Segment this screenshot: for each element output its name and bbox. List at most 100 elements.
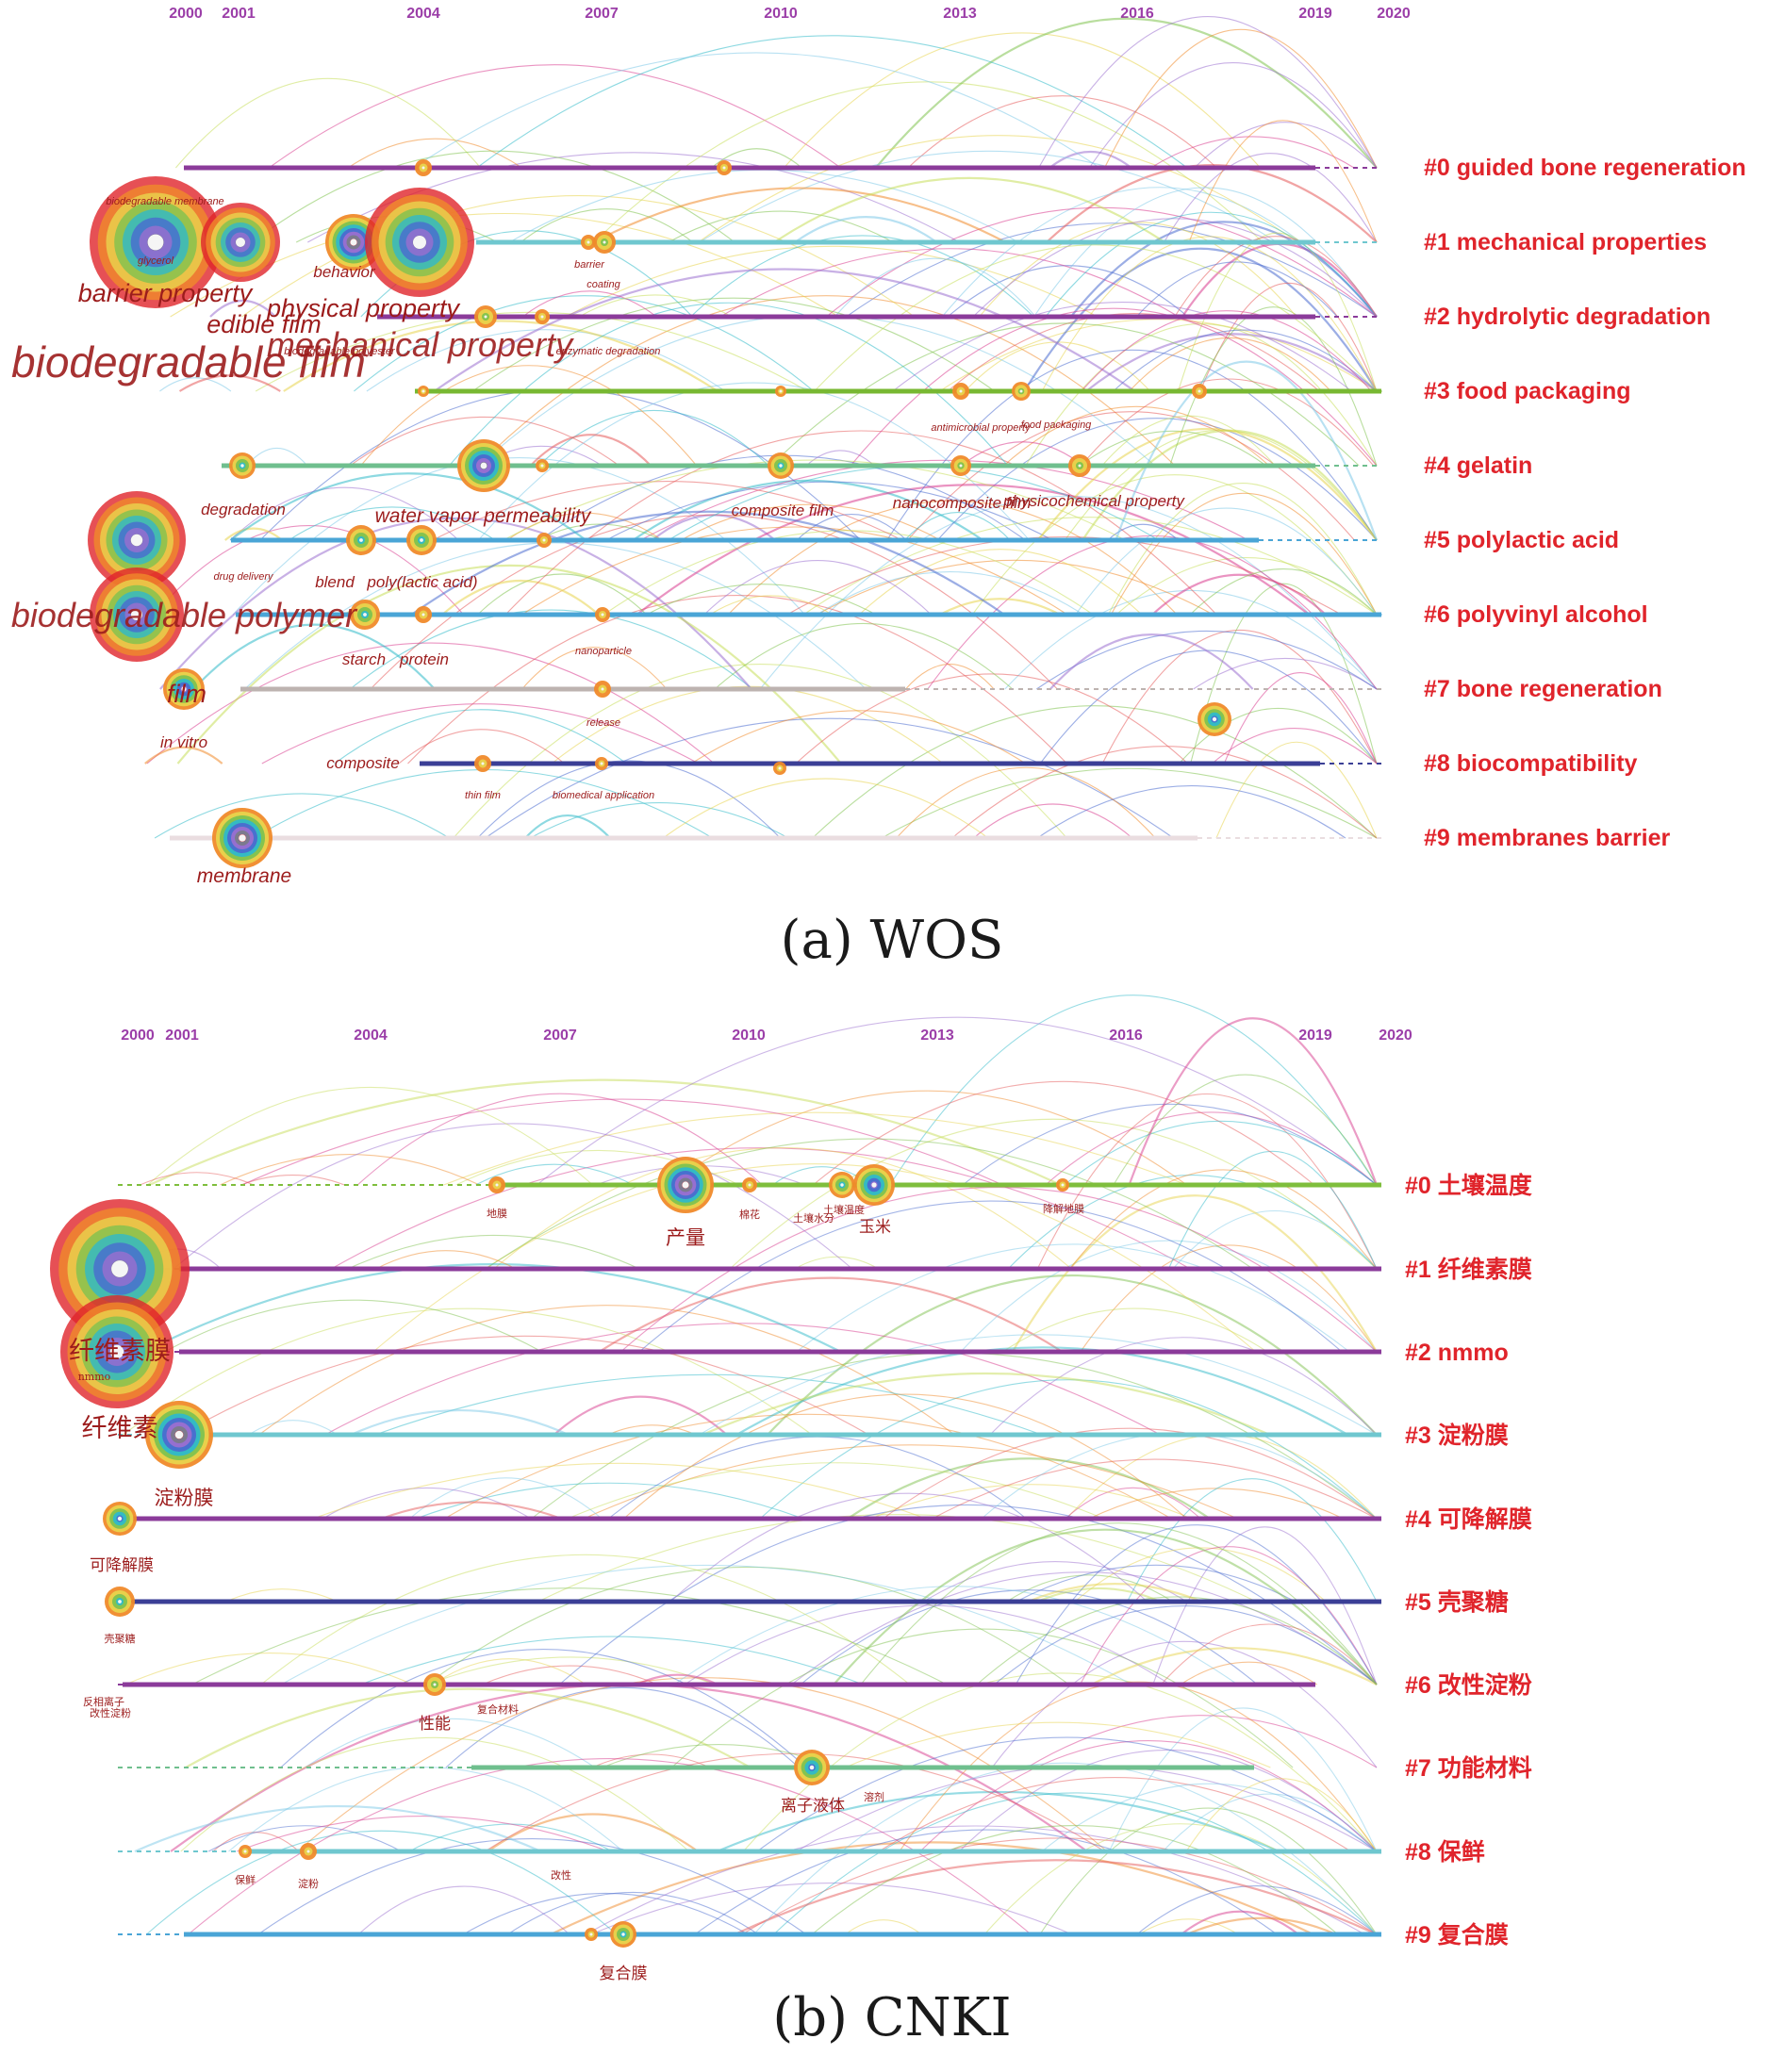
citation-arc: [228, 1767, 624, 1852]
citation-arc: [143, 1263, 842, 1353]
citation-arc: [783, 32, 1262, 169]
keyword-node: [105, 1587, 135, 1617]
citation-arc: [244, 542, 867, 690]
citation-arc: [415, 1482, 804, 1520]
citation-arc: [426, 1656, 716, 1686]
citation-arc: [178, 374, 281, 392]
keyword-node: [595, 757, 608, 770]
keyword-node: [103, 1502, 137, 1536]
keyword-node: [418, 386, 429, 397]
citation-arc: [475, 1163, 634, 1186]
citation-arc: [444, 1413, 1172, 1520]
citation-arc: [122, 1307, 813, 1436]
keyword-node: [742, 1177, 757, 1192]
keyword-node: [1056, 1178, 1069, 1192]
citation-arc: [1041, 1783, 1378, 1852]
keyword-label: 溶剂: [864, 1790, 884, 1803]
citation-arc: [410, 510, 1005, 616]
citation-arc: [719, 248, 1180, 318]
year-label: 2004: [406, 6, 440, 22]
citation-arc: [767, 1274, 1378, 1436]
citation-arc: [1045, 1111, 1378, 1186]
keyword-node-core: [603, 240, 606, 244]
keyword-label: biodegradable polyester: [284, 346, 396, 357]
citation-arc: [477, 760, 781, 839]
citation-arc: [907, 95, 1217, 169]
keyword-label: 反相离子: [83, 1695, 124, 1708]
keyword-node-core: [779, 464, 783, 468]
citation-arc: [802, 517, 1378, 616]
citation-arc: [493, 1147, 1072, 1270]
citation-arc: [811, 1824, 1339, 1935]
citation-arc: [1080, 1244, 1378, 1353]
citation-arc: [773, 176, 1165, 243]
citation-arc: [670, 1628, 1294, 1768]
keyword-node: [950, 455, 971, 476]
year-label: 2013: [943, 6, 977, 22]
citation-arc: [638, 1200, 1343, 1353]
keyword-node: [657, 1157, 714, 1213]
keyword-label: 纤维素: [82, 1414, 158, 1443]
citation-arc: [1104, 28, 1378, 169]
keyword-node-core: [359, 538, 363, 542]
citation-arc: [330, 1147, 1191, 1270]
citation-arc: [892, 302, 1352, 392]
citation-arc: [207, 1825, 403, 1852]
citation-arc: [1179, 708, 1378, 765]
citation-arc: [976, 1596, 1378, 1686]
keyword-node: [536, 459, 549, 472]
keyword-node-core: [433, 1683, 437, 1686]
citation-arc: [529, 802, 789, 839]
citation-arc: [878, 1777, 1352, 1852]
citation-arc: [1136, 1885, 1378, 1935]
citation-arc: [283, 320, 719, 392]
citation-arc: [146, 642, 715, 765]
citation-arc: [1115, 360, 1379, 541]
citation-arc: [529, 434, 652, 467]
citation-arc: [1079, 430, 1267, 467]
citation-arc: [1038, 16, 1378, 169]
keyword-node-core: [481, 762, 485, 765]
year-label: 2020: [1377, 6, 1411, 22]
keyword-label: barrier: [574, 259, 605, 271]
keyword-label: antimicrobial property: [931, 422, 1032, 434]
citation-arc: [759, 495, 1378, 690]
citation-arc: [1129, 337, 1331, 392]
keyword-node-core: [363, 613, 367, 617]
year-label: 2010: [732, 1028, 766, 1044]
keyword-node: [239, 1845, 252, 1858]
keyword-label: 降解地膜: [1043, 1202, 1084, 1215]
citation-arc: [1037, 428, 1378, 541]
citation-arc: [1065, 1487, 1201, 1520]
keyword-node: [365, 188, 474, 297]
keyword-node: [853, 1164, 895, 1206]
citation-arc: [971, 474, 1378, 616]
citation-arc: [734, 1859, 1378, 1935]
citation-arc: [248, 1420, 339, 1436]
citation-arc: [1190, 583, 1378, 765]
cluster-label: #0 guided bone regeneration: [1424, 155, 1746, 181]
citation-arc: [1181, 1910, 1299, 1935]
year-label: 2004: [354, 1028, 388, 1044]
keyword-node: [201, 203, 280, 282]
citation-arc: [257, 1838, 807, 1935]
citation-arc: [680, 503, 941, 541]
citation-arc: [662, 778, 989, 839]
citation-arc: [1035, 630, 1378, 690]
cluster-label: #6 改性淀粉: [1405, 1671, 1532, 1699]
keyword-node-core: [243, 1850, 247, 1853]
citation-arc: [558, 1505, 1378, 1686]
keyword-node: [488, 1176, 505, 1193]
keyword-node-core: [118, 1600, 122, 1603]
citation-arc: [753, 1762, 1378, 1935]
citation-arc: [432, 1658, 586, 1686]
citation-arc: [1080, 1546, 1378, 1686]
keyword-node-core: [1019, 389, 1023, 393]
citation-arc: [192, 623, 436, 690]
citation-arc: [961, 441, 1084, 467]
citation-arc: [1081, 310, 1372, 392]
cluster-label: #6 polyvinyl alcohol: [1424, 601, 1648, 628]
keyword-node: [594, 681, 611, 698]
keyword-label: 改性: [551, 1868, 571, 1882]
keyword-label: 纤维素膜: [69, 1337, 171, 1366]
